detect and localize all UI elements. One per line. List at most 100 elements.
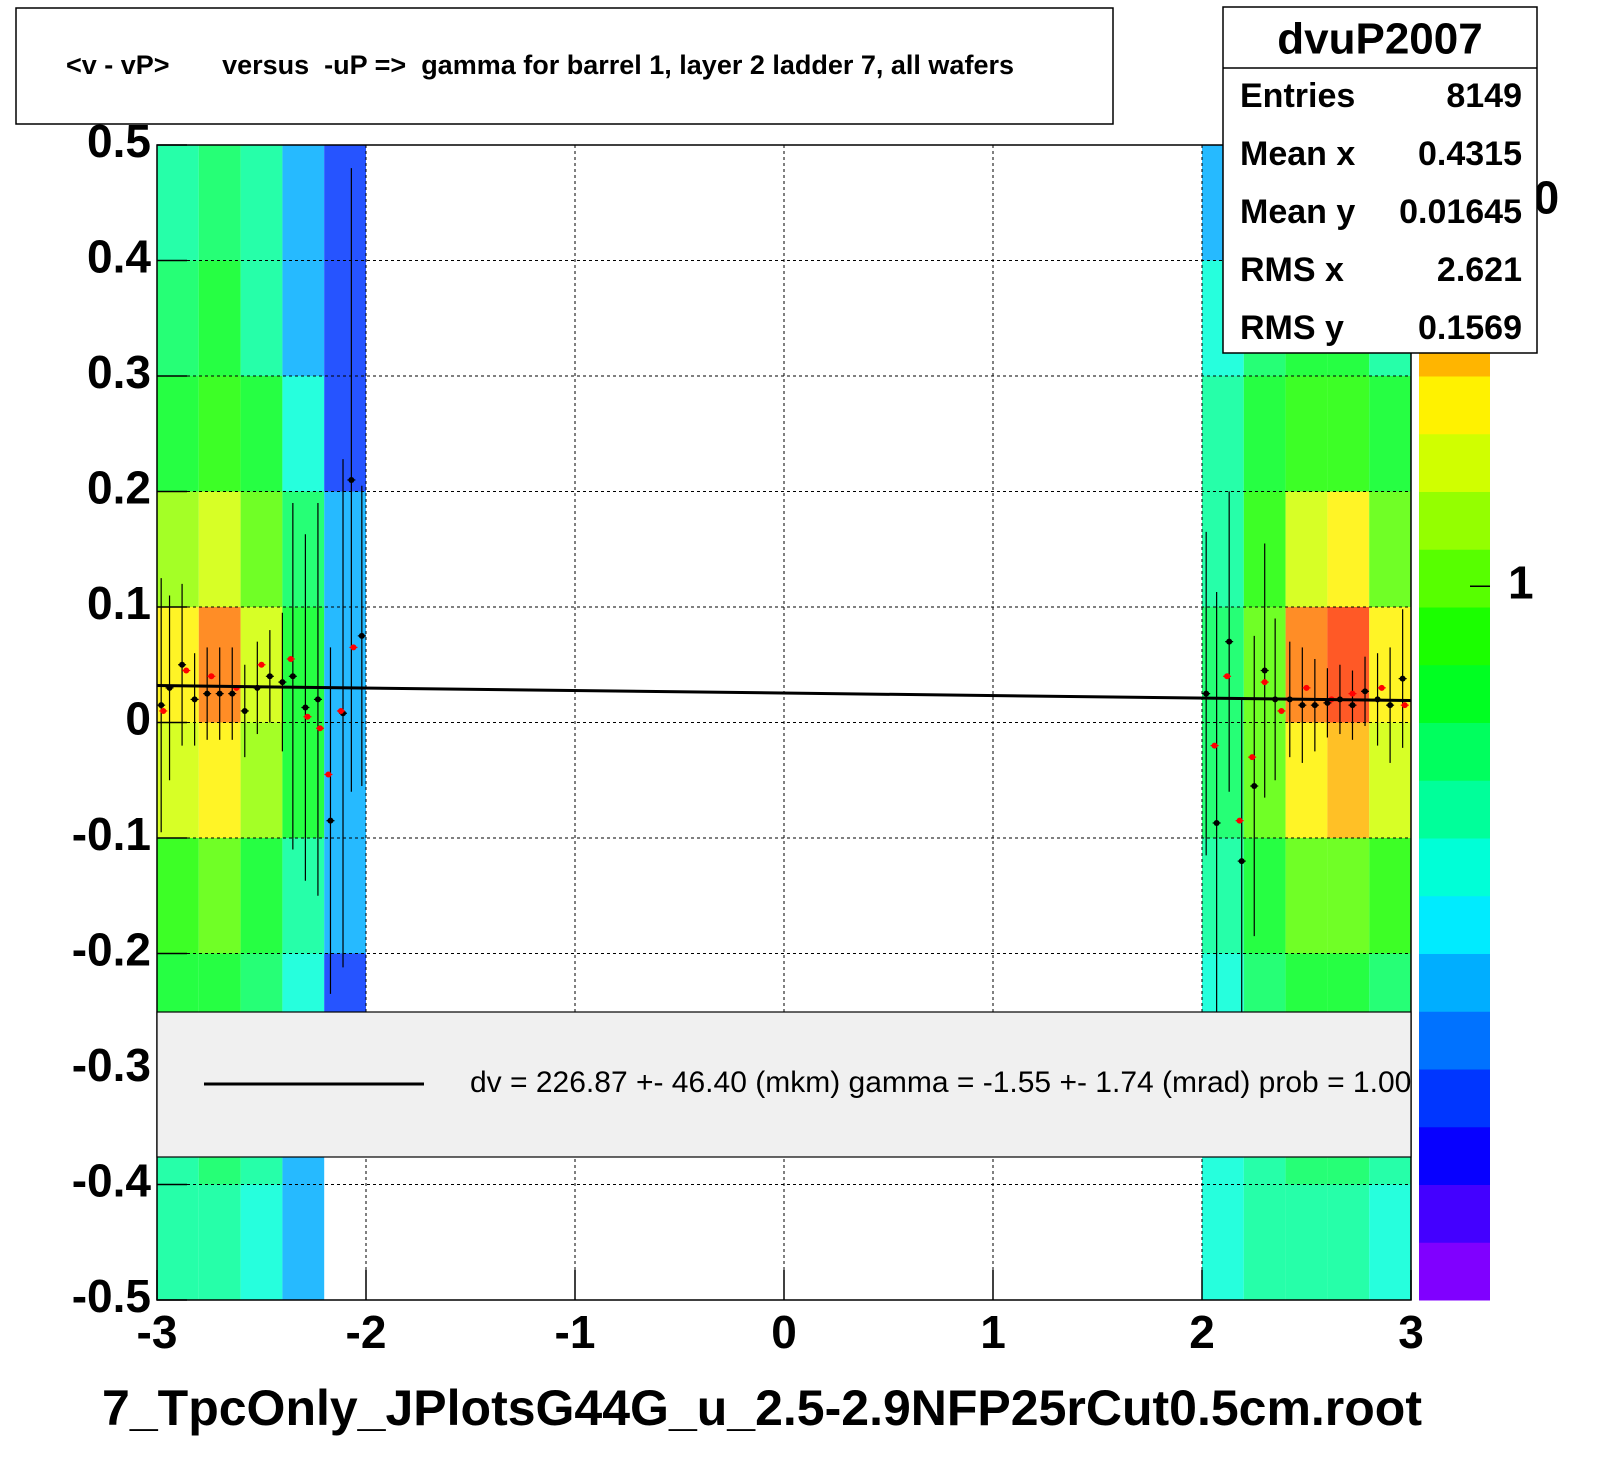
data-point <box>1401 702 1408 709</box>
heatmap-cell <box>324 491 366 607</box>
heatmap-cell <box>282 260 325 376</box>
data-point <box>216 690 223 697</box>
data-point <box>1278 707 1285 714</box>
y-tick-label: 0.2 <box>87 462 151 514</box>
x-tick-label: 2 <box>1189 1306 1215 1358</box>
palette-band <box>1419 1242 1490 1301</box>
y-tick-label: 0.1 <box>87 577 151 629</box>
data-point <box>1387 702 1394 709</box>
palette-band <box>1419 838 1490 897</box>
heatmap-cell <box>1327 838 1370 954</box>
data-point <box>241 707 248 714</box>
data-point <box>208 673 215 680</box>
palette-band <box>1419 433 1490 492</box>
palette-band <box>1419 1184 1490 1243</box>
data-point <box>279 679 286 686</box>
heatmap-cell <box>1327 722 1370 838</box>
data-point <box>289 673 296 680</box>
stats-value: 8149 <box>1446 77 1522 115</box>
stats-box <box>1222 6 1538 354</box>
stats-value: 2.621 <box>1437 251 1522 289</box>
stats-label: RMS x <box>1240 251 1344 289</box>
stats-label: Entries <box>1240 77 1355 115</box>
data-point <box>358 632 365 639</box>
heatmap-cell <box>1327 1184 1370 1300</box>
heatmap-cell <box>198 491 241 607</box>
heatmap-cell <box>157 607 199 723</box>
heatmap-cell <box>1243 1184 1286 1300</box>
data-point <box>327 817 334 824</box>
heatmap-cell <box>240 145 283 261</box>
data-point <box>348 476 355 483</box>
data-point <box>1362 688 1369 695</box>
heatmap-cell <box>1202 376 1244 492</box>
heatmap-cell <box>1327 491 1370 607</box>
z-tick-label: 1 <box>1508 556 1534 608</box>
stats-label: Mean x <box>1240 135 1355 173</box>
data-point <box>1349 702 1356 709</box>
data-point <box>317 725 324 732</box>
palette-band <box>1419 607 1490 666</box>
heatmap-cell <box>324 260 366 376</box>
chart-title: <v - vP> versus -uP => gamma for barrel … <box>66 50 1014 80</box>
heatmap-cell <box>1202 491 1244 607</box>
palette-band <box>1419 1069 1490 1128</box>
fit-line <box>156 684 1412 703</box>
data-point <box>179 661 186 668</box>
stats-value: 0.4315 <box>1418 135 1522 173</box>
data-point <box>325 771 332 778</box>
heatmap-cell <box>324 838 366 954</box>
heatmap-cell <box>198 838 241 954</box>
heatmap-cell <box>1285 1184 1328 1300</box>
data-point <box>1203 690 1210 697</box>
data-point <box>1299 702 1306 709</box>
y-tick-label: -0.3 <box>72 1039 151 1091</box>
y-tick-label: 0.4 <box>87 231 151 283</box>
heatmap-cell <box>1285 838 1328 954</box>
y-tick-label: 0.3 <box>87 346 151 398</box>
data-point <box>1261 679 1268 686</box>
heatmap-cell <box>324 145 366 261</box>
palette-band <box>1419 491 1490 550</box>
y-tick-label: -0.5 <box>72 1270 151 1322</box>
heatmap-cell <box>198 376 241 492</box>
data-point <box>1303 684 1310 691</box>
heatmap-cell <box>1243 838 1286 954</box>
data-point <box>1261 667 1268 674</box>
data-point <box>287 655 294 662</box>
x-axis-label: 7_TpcOnly_JPlotsG44G_u_2.5-2.9NFP25rCut0… <box>102 1380 1422 1436</box>
palette-band <box>1419 780 1490 839</box>
heatmap-cell <box>282 145 325 261</box>
x-tick-label: -3 <box>137 1306 178 1358</box>
x-tick-label: 0 <box>771 1306 797 1358</box>
data-point <box>1251 783 1258 790</box>
data-point <box>337 707 344 714</box>
heatmap-cell <box>157 145 199 261</box>
heatmap-cell <box>198 722 241 838</box>
heatmap-cell <box>1202 838 1244 954</box>
heatmap-cell <box>1285 376 1328 492</box>
stats-label: RMS y <box>1240 309 1344 347</box>
heatmap-cell <box>1202 607 1244 723</box>
heatmap-cell <box>1243 376 1286 492</box>
heatmap-cell <box>198 145 241 261</box>
heatmap-cell <box>198 260 241 376</box>
palette-band <box>1419 953 1490 1012</box>
data-point <box>158 702 165 709</box>
heatmap-cell <box>198 1184 241 1300</box>
stats-value: 0.01645 <box>1399 193 1522 231</box>
data-point <box>1224 673 1231 680</box>
data-point <box>1226 638 1233 645</box>
data-point <box>1399 675 1406 682</box>
heatmap-cell <box>240 838 283 954</box>
heatmap-cell <box>282 491 325 607</box>
y-tick-label: -0.1 <box>72 808 151 860</box>
x-tick-label: 3 <box>1398 1306 1424 1358</box>
heatmap-cell <box>282 1184 325 1300</box>
title-box <box>15 7 1114 125</box>
y-tick-label: -0.4 <box>72 1155 152 1207</box>
heatmap-cell <box>240 260 283 376</box>
heatmap-cell <box>157 491 199 607</box>
y-tick-label: 0 <box>125 693 151 745</box>
